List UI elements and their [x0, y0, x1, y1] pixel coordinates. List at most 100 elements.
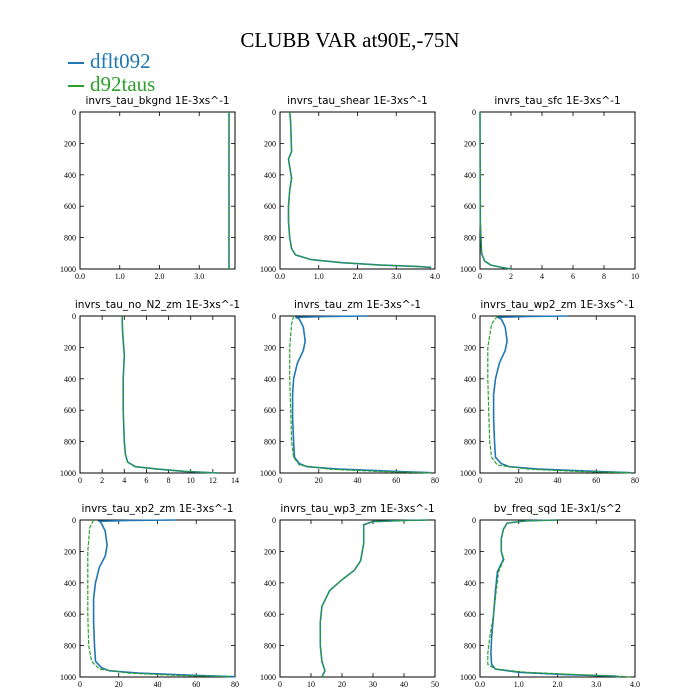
panel-title: invrs_tau_sfc 1E-3xs^-1 — [494, 95, 620, 107]
y-tick-label: 600 — [264, 610, 276, 619]
y-tick-label: 800 — [64, 234, 76, 243]
x-tick-label: 60 — [592, 476, 600, 485]
plot-frame — [279, 111, 436, 270]
series-line-d92taus — [479, 111, 512, 270]
x-tick-label: 14 — [231, 476, 239, 485]
x-tick-label: 2.0 — [553, 680, 563, 689]
x-tick-label: 2.0 — [154, 272, 164, 281]
x-tick-label: 20 — [515, 476, 523, 485]
series-line-d92taus — [287, 111, 432, 268]
plot-frame — [79, 111, 236, 270]
x-tick-label: 4 — [122, 476, 126, 485]
y-tick-label: 0 — [472, 312, 476, 321]
y-tick-label: 200 — [264, 547, 276, 556]
y-tick-label: 400 — [64, 375, 76, 384]
x-tick-label: 4.0 — [430, 272, 440, 281]
y-tick-label: 0 — [72, 312, 76, 321]
panel-3: invrs_tau_sfc 1E-3xs^-1 0 2 4 6 8 10 0 200 400 600… — [460, 95, 639, 281]
y-tick-label: 200 — [264, 343, 276, 352]
x-tick-label: 40 — [154, 680, 162, 689]
x-tick-label: 6 — [144, 476, 148, 485]
x-tick-label: 40 — [554, 476, 562, 485]
y-tick-label: 800 — [264, 234, 276, 243]
panel-1: invrs_tau_bkgnd 1E-3xs^-1 0.0 1.0 2.0 3.0 0 20… — [60, 95, 236, 281]
y-tick-label: 200 — [64, 343, 76, 352]
panel-4: invrs_tau_no_N2_zm 1E-3xs^-10 2 4 6 8 10 12 140… — [60, 299, 240, 485]
y-tick-label: 800 — [464, 642, 476, 651]
panel-6: invrs_tau_wp2_zm 1E-3xs^-10 20 40 60 8002004… — [460, 299, 639, 485]
plot-frame — [279, 519, 436, 678]
series-line-d92taus — [487, 315, 632, 474]
y-tick-label: 800 — [464, 234, 476, 243]
y-tick-label: 600 — [64, 610, 76, 619]
x-tick-label: 40 — [400, 680, 408, 689]
legend-swatch-dflt092 — [68, 62, 84, 65]
panel-8: invrs_tau_wp3_zm 1E-3xs^-1 0 10 20 30 40 50 0 20… — [260, 503, 439, 689]
panel-5: invrs_tau_zm 1E-3xs^-10 20 40 60 80020040060… — [260, 299, 439, 485]
legend-label-dflt092: dflt092 — [90, 49, 151, 73]
y-tick-label: 0 — [472, 108, 476, 117]
x-tick-label: 0.0 — [275, 272, 285, 281]
legend-item-dflt092: dflt092 — [68, 49, 151, 74]
y-tick-label: 800 — [64, 438, 76, 447]
series-line-dflt092 — [291, 315, 432, 474]
y-tick-label: 800 — [64, 642, 76, 651]
panel-title: invrs_tau_shear 1E-3xs^-1 — [287, 95, 428, 107]
y-tick-label: 1000 — [60, 265, 76, 274]
y-tick-label: 400 — [264, 171, 276, 180]
y-tick-label: 200 — [464, 343, 476, 352]
y-tick-label: 200 — [264, 139, 276, 148]
x-tick-label: 20 — [115, 680, 123, 689]
y-tick-label: 1000 — [60, 469, 76, 478]
x-tick-label: 10 — [307, 680, 315, 689]
panel-title: invrs_tau_zm 1E-3xs^-1 — [294, 299, 421, 311]
y-tick-label: 400 — [264, 375, 276, 384]
y-tick-label: 0 — [72, 516, 76, 525]
y-tick-label: 600 — [264, 202, 276, 211]
x-tick-label: 30 — [369, 680, 377, 689]
x-tick-label: 40 — [354, 476, 362, 485]
x-tick-label: 0 — [278, 476, 282, 485]
panel-title: invrs_tau_xp2_zm 1E-3xs^-1 — [82, 503, 234, 515]
x-tick-label: 10 — [187, 476, 195, 485]
panel-title: bv_freq_sqd 1E-3x1/s^2 — [494, 503, 622, 515]
y-tick-label: 0 — [72, 108, 76, 117]
plot-frame — [479, 519, 636, 678]
x-tick-label: 0.0 — [475, 680, 485, 689]
y-tick-label: 400 — [464, 375, 476, 384]
x-tick-label: 10 — [631, 272, 639, 281]
series-line-d92taus — [319, 519, 429, 678]
plot-frame — [479, 111, 636, 270]
x-tick-label: 0 — [78, 680, 82, 689]
y-tick-label: 0 — [272, 516, 276, 525]
series-line-dflt092 — [319, 519, 429, 678]
plot-frame — [79, 519, 236, 678]
series-line-dflt092 — [287, 111, 432, 269]
y-tick-label: 200 — [464, 139, 476, 148]
y-tick-label: 0 — [272, 312, 276, 321]
plot-frame — [479, 315, 636, 474]
panel-7: invrs_tau_xp2_zm 1E-3xs^-10 20 40 60 8002004… — [60, 503, 239, 689]
y-tick-label: 400 — [64, 171, 76, 180]
y-tick-label: 0 — [472, 516, 476, 525]
panel-title: invrs_tau_wp2_zm 1E-3xs^-1 — [480, 299, 634, 311]
y-tick-label: 600 — [464, 406, 476, 415]
panel-title: invrs_tau_no_N2_zm 1E-3xs^-1 — [75, 299, 240, 311]
legend-label-d92taus: d92taus — [90, 72, 156, 96]
series-line-dflt092 — [492, 315, 632, 474]
legend-swatch-d92taus — [68, 85, 84, 88]
y-tick-label: 600 — [464, 202, 476, 211]
chart-title: CLUBB VAR at90E,-75N — [240, 28, 460, 52]
x-tick-label: 2 — [509, 272, 513, 281]
x-tick-label: 0.0 — [75, 272, 85, 281]
y-tick-label: 400 — [264, 579, 276, 588]
series-line-dflt092 — [121, 315, 219, 474]
plot-frame — [79, 315, 236, 474]
series-line-d92taus — [487, 519, 632, 678]
x-tick-label: 4.0 — [630, 680, 640, 689]
y-tick-label: 0 — [272, 108, 276, 117]
series-line-d92taus — [121, 315, 219, 474]
x-tick-label: 0 — [78, 476, 82, 485]
x-tick-label: 6 — [571, 272, 575, 281]
x-tick-label: 50 — [431, 680, 439, 689]
